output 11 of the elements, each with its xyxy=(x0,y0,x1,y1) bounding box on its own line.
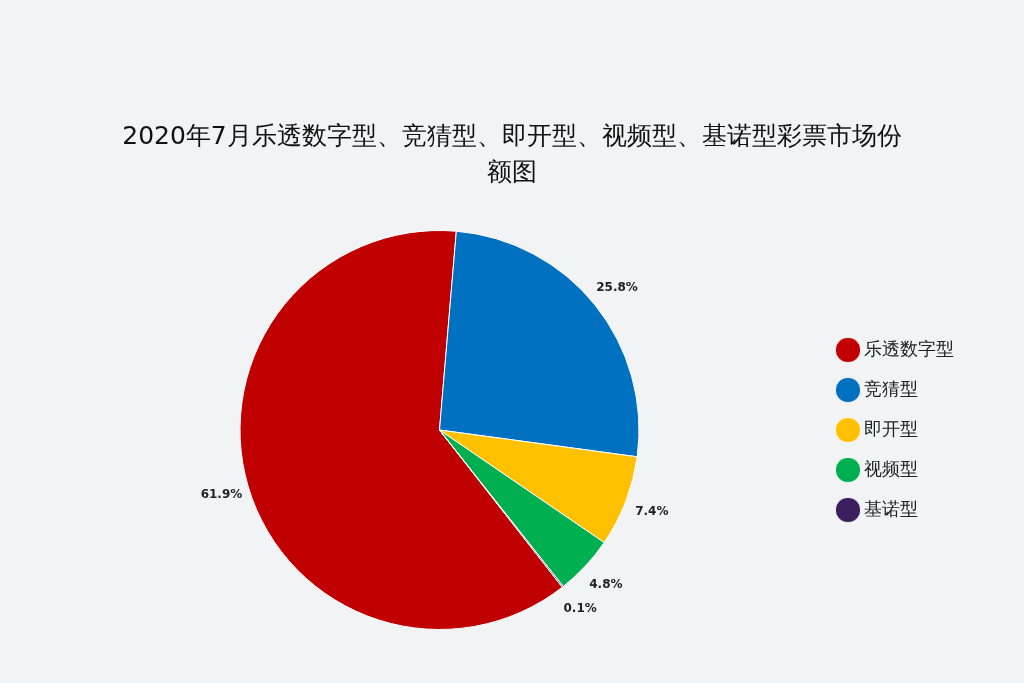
data-label: 25.8% xyxy=(596,279,638,294)
data-label: 7.4% xyxy=(635,503,669,518)
legend-label: 乐透数字型 xyxy=(864,337,954,359)
data-label: 4.8% xyxy=(589,577,623,592)
legend-label: 竞猜型 xyxy=(864,377,918,399)
legend-label: 视频型 xyxy=(864,457,918,479)
data-label: 61.9% xyxy=(200,487,243,502)
data-label: 0.1% xyxy=(563,600,597,615)
legend-label: 即开型 xyxy=(864,417,918,439)
chart-title: 2020年7月乐透数字型、竞猜型、即开型、视频型、基诺型彩票市场份额图 xyxy=(121,120,903,188)
legend-label: 基诺型 xyxy=(864,497,918,519)
